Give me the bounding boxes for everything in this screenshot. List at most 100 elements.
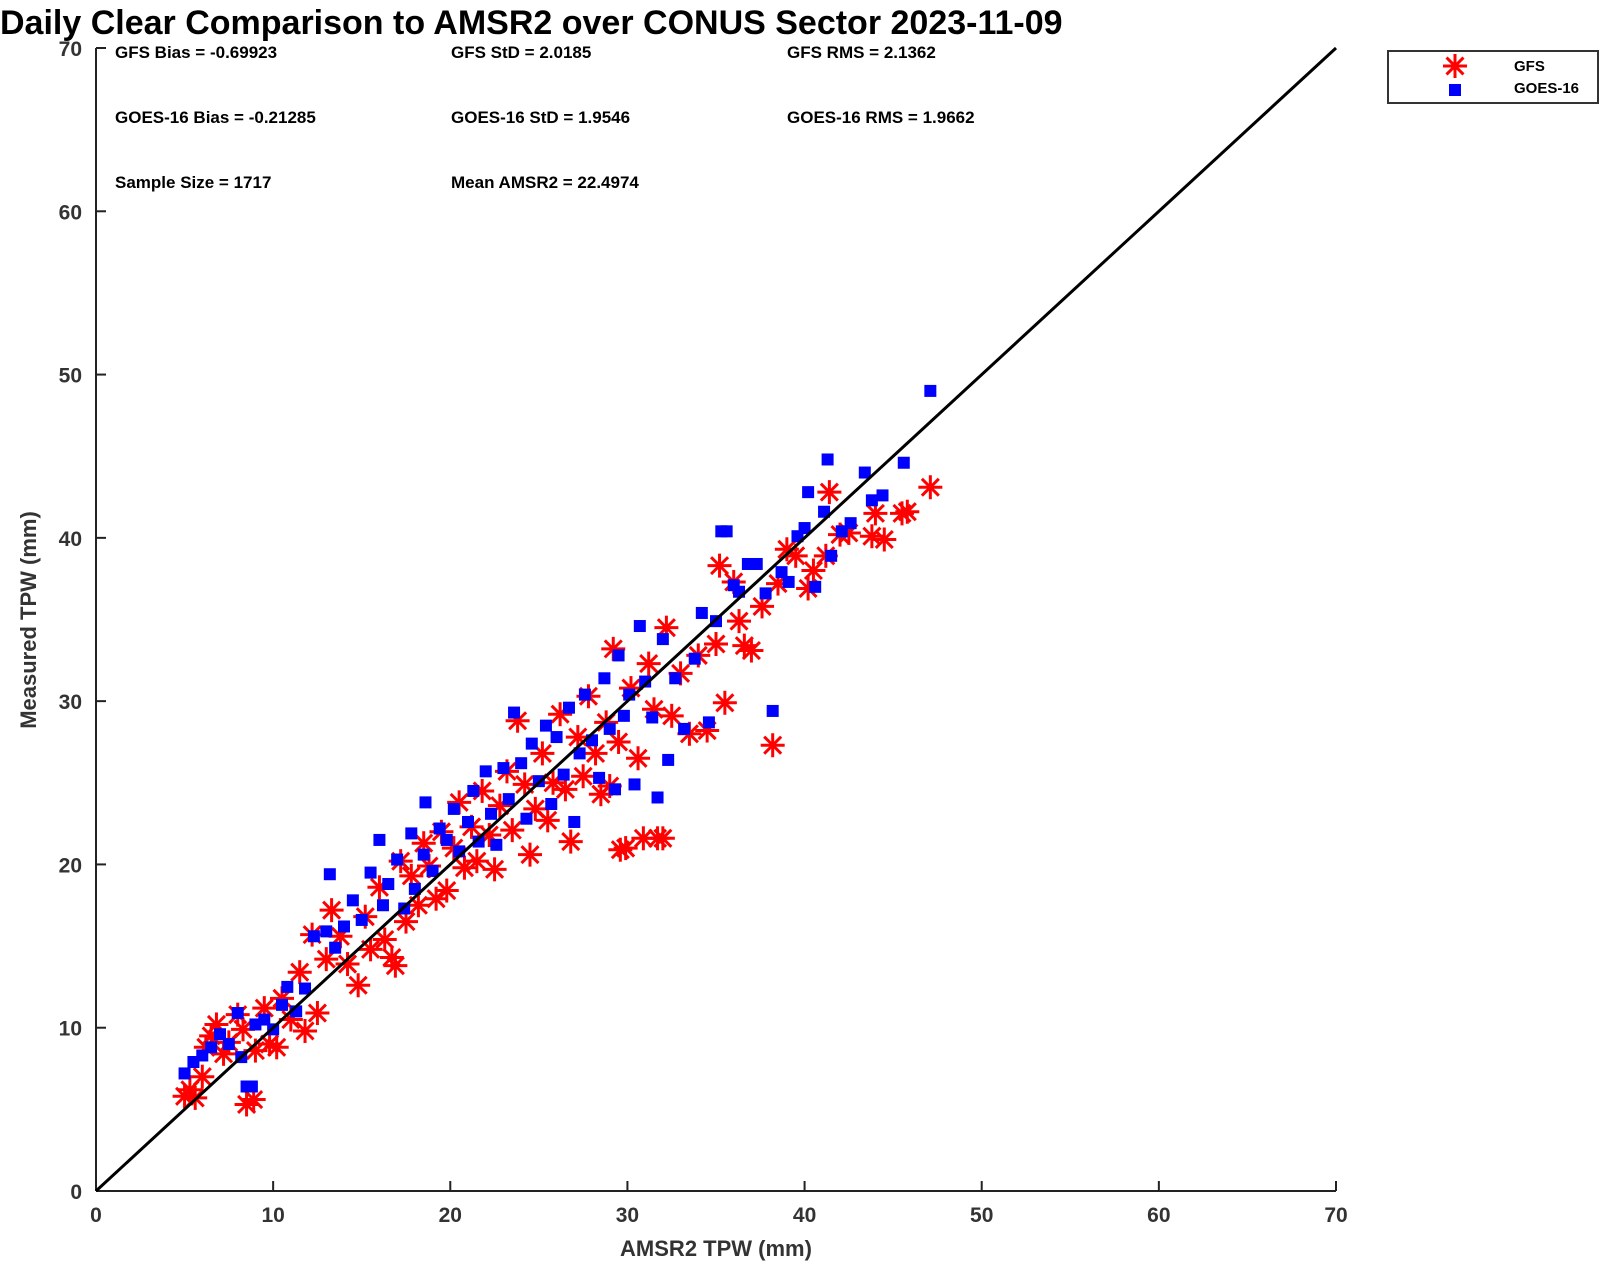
- gfs-point: [712, 690, 737, 715]
- goes16-point: [539, 719, 552, 732]
- goes16-point: [628, 778, 641, 791]
- legend-goes16-square: [1449, 84, 1461, 96]
- goes16-point: [329, 941, 342, 954]
- asterisk-stroke: [741, 640, 761, 661]
- goes16-point: [258, 1013, 271, 1026]
- mean-amsr2-stat: Mean AMSR2 = 22.4974: [451, 173, 639, 192]
- asterisk-stroke: [508, 711, 528, 731]
- asterisk-stroke: [382, 947, 402, 968]
- goes16-point: [656, 633, 669, 646]
- gfs-point: [739, 638, 764, 663]
- gfs-point: [264, 1035, 289, 1060]
- goes16-point: [750, 557, 763, 570]
- legend: GFS GOES-16: [1387, 50, 1599, 104]
- gfs-point: [613, 836, 638, 861]
- gfs-point: [482, 857, 507, 882]
- goes16-point: [307, 930, 320, 943]
- goes16-point: [433, 822, 446, 835]
- gfs-point: [399, 863, 424, 888]
- gfs-rms-stat: GFS RMS = 2.1362: [787, 43, 936, 62]
- gfs-point: [464, 849, 489, 874]
- goes16-point: [440, 833, 453, 846]
- gfs-point: [650, 826, 675, 851]
- gfs-bias-stat: GFS Bias = -0.69923: [115, 43, 277, 62]
- asterisk-stroke: [568, 727, 588, 747]
- asterisk-stroke: [485, 859, 505, 879]
- gfs-point: [190, 1064, 215, 1089]
- asterisk-stroke: [616, 838, 636, 858]
- goes16-point: [245, 1080, 258, 1093]
- chart-title: Daily Clear Comparison to AMSR2 over CON…: [0, 4, 1063, 42]
- gfs-point: [571, 764, 596, 789]
- asterisk-stroke: [777, 539, 797, 559]
- goes16-point: [545, 798, 558, 811]
- gfs-point: [626, 746, 651, 771]
- goes16-series: [178, 384, 937, 1093]
- asterisk-stroke: [375, 929, 395, 950]
- gfs-series: [172, 475, 943, 1117]
- asterisk-stroke: [920, 477, 940, 497]
- gfs-point: [707, 553, 732, 578]
- y-tick-label: 70: [59, 38, 82, 61]
- y-axis-label: Measured TPW (mm): [16, 511, 41, 729]
- asterisk-stroke: [192, 1067, 212, 1087]
- asterisk-stroke: [561, 832, 581, 852]
- goes16-point: [825, 549, 838, 562]
- goes16-point: [467, 784, 480, 797]
- goes16-point: [382, 878, 395, 891]
- asterisk-stroke: [1445, 56, 1465, 76]
- goes16-point: [678, 722, 691, 735]
- goes16-point: [646, 711, 659, 724]
- asterisk-stroke: [803, 560, 823, 581]
- one-to-one-reference-line: [94, 46, 1338, 1193]
- goes16-point: [651, 791, 664, 804]
- asterisk-stroke: [233, 1019, 253, 1039]
- goes16-point: [525, 737, 538, 750]
- asterisk-stroke: [244, 1090, 264, 1110]
- goes16-point: [876, 489, 889, 502]
- gfs-point: [372, 927, 397, 952]
- asterisk-stroke: [502, 820, 522, 840]
- goes16-point: [462, 815, 474, 828]
- goes16-point: [695, 606, 708, 619]
- asterisk-stroke: [348, 975, 368, 995]
- asterisk-stroke: [322, 900, 342, 920]
- goes-std-stat: GOES-16 StD = 1.9546: [451, 108, 630, 127]
- asterisk-stroke: [603, 639, 623, 659]
- goes16-point: [276, 998, 288, 1011]
- gfs-point: [583, 741, 608, 766]
- gfs-point: [434, 878, 459, 903]
- goes16-point: [798, 522, 811, 535]
- goes16-point: [419, 796, 432, 809]
- goes16-point: [821, 453, 834, 466]
- asterisk-stroke: [267, 1037, 287, 1057]
- goes16-point: [373, 833, 386, 846]
- asterisk-stroke: [532, 743, 552, 763]
- asterisk-stroke: [752, 596, 772, 616]
- y-tick-label: 30: [59, 691, 82, 714]
- y-tick-label: 20: [59, 854, 82, 877]
- goes16-point: [617, 709, 630, 722]
- gfs-point: [293, 1018, 318, 1043]
- goes16-point: [320, 925, 333, 938]
- goes16-point: [562, 701, 575, 714]
- legend-goes16-marker: [1449, 84, 1461, 96]
- gfs-point: [319, 898, 344, 923]
- gfs-point: [659, 703, 684, 728]
- y-tick-label: 50: [59, 365, 82, 388]
- goes16-point: [688, 652, 701, 665]
- goes16-point: [376, 899, 389, 912]
- asterisk-stroke: [520, 845, 540, 865]
- asterisk-stroke: [408, 895, 428, 915]
- x-tick-label: 50: [970, 1204, 993, 1227]
- plot-axes: [95, 48, 1336, 1192]
- asterisk-stroke: [865, 503, 885, 523]
- x-tick-label: 70: [1324, 1204, 1347, 1227]
- goes16-point: [609, 783, 622, 796]
- scatter-points: [172, 384, 943, 1117]
- gfs-point: [918, 475, 943, 500]
- goes16-point: [639, 675, 652, 688]
- asterisk-stroke: [706, 634, 726, 654]
- gfs-point: [518, 842, 542, 867]
